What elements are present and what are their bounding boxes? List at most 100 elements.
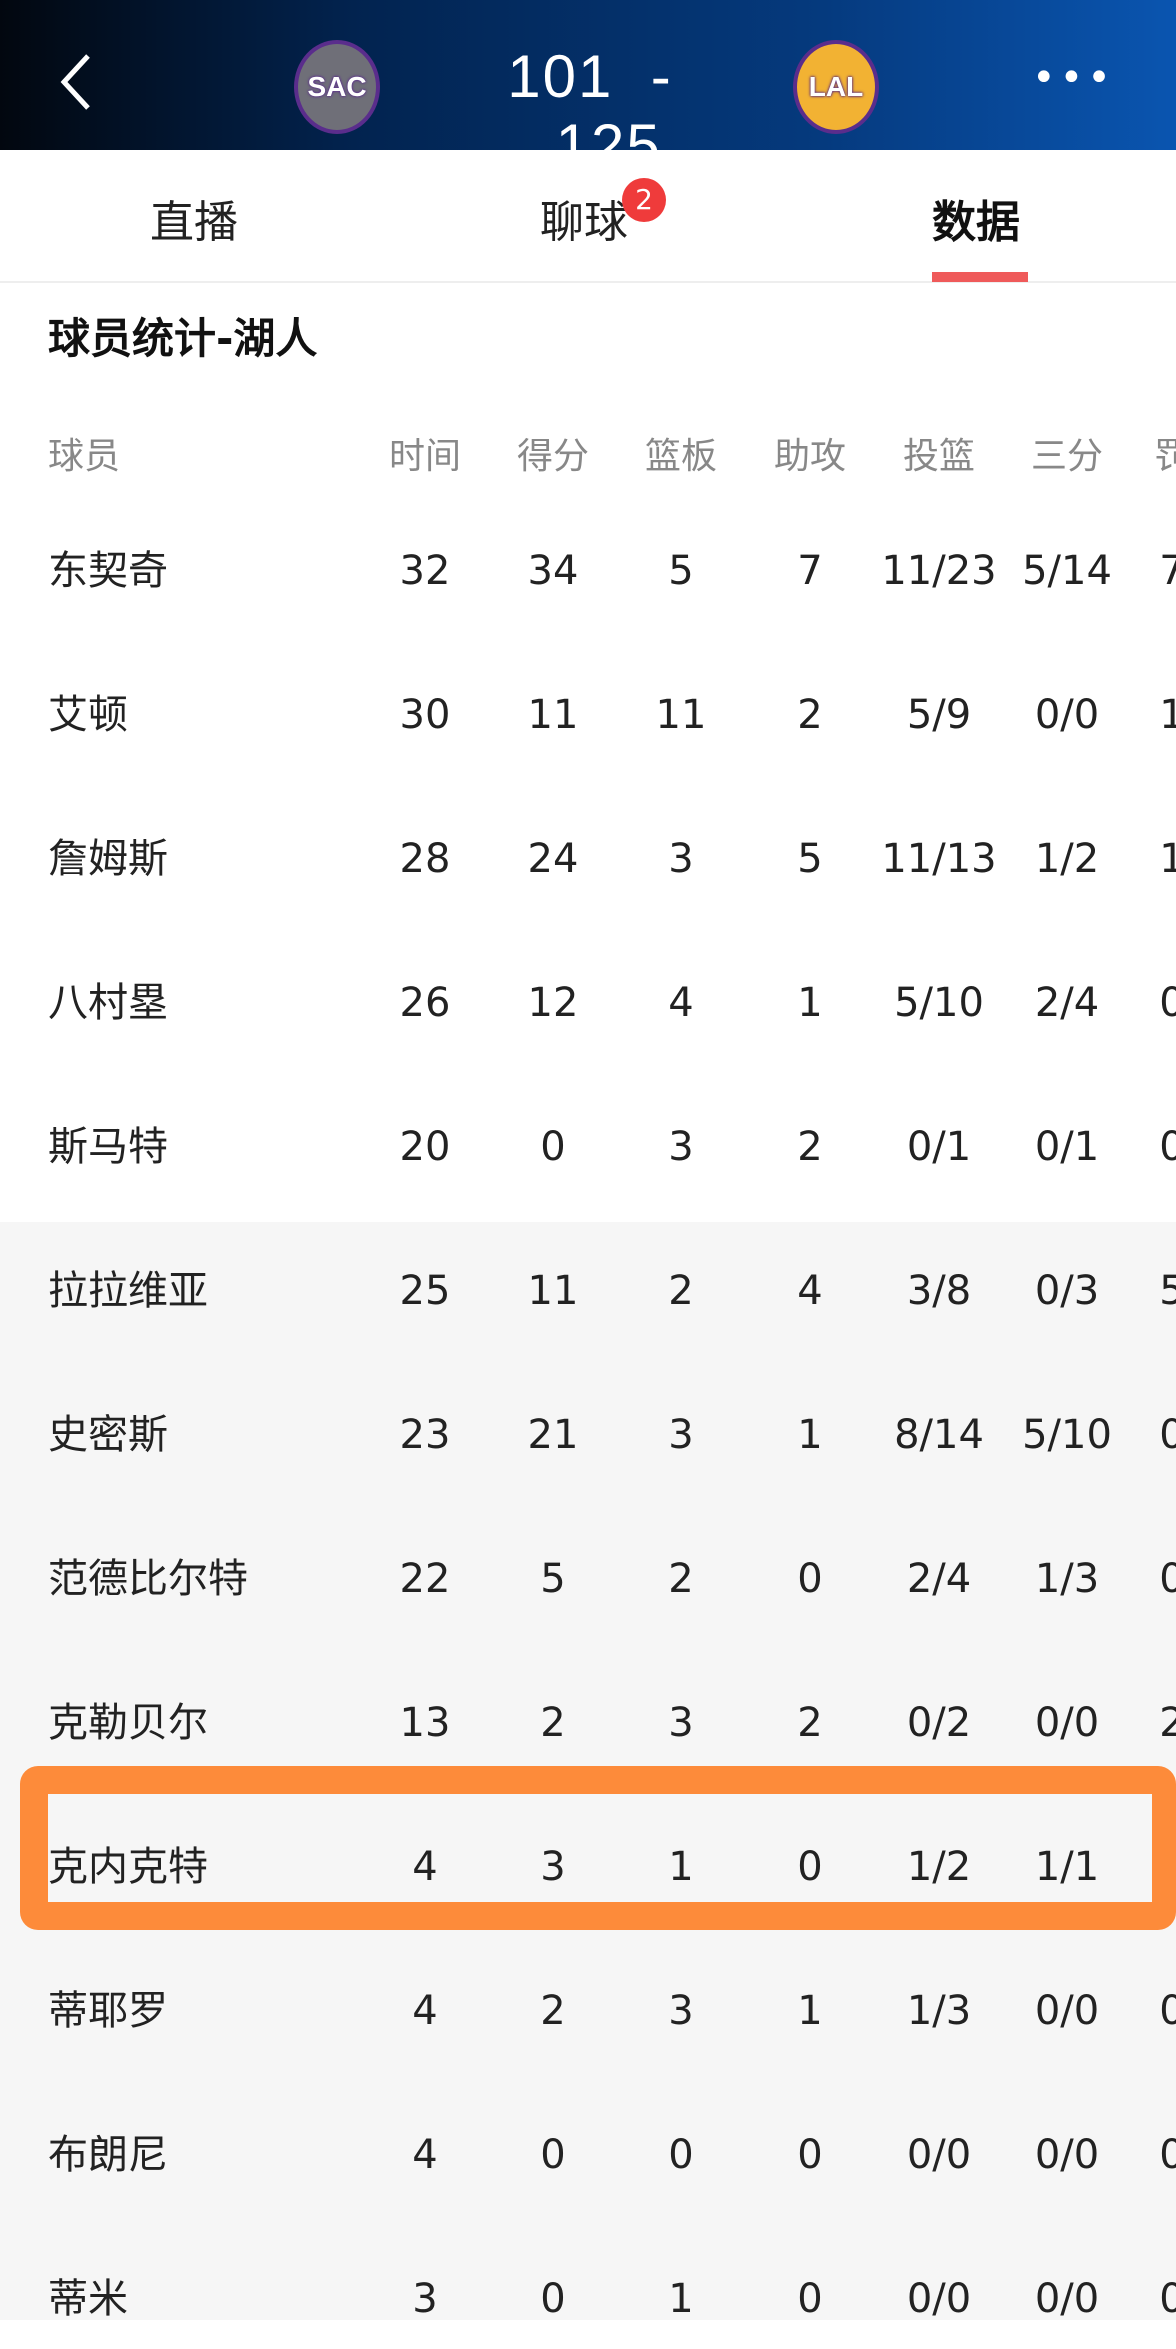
stat-cell: 3 bbox=[412, 2276, 438, 2322]
stat-cell: 0 bbox=[1159, 1412, 1176, 1458]
player-name: 范德比尔特 bbox=[48, 1556, 248, 1602]
stat-cell: 0 bbox=[797, 2276, 823, 2322]
stat-cell: 3 bbox=[668, 1124, 694, 1170]
table-row[interactable]: 詹姆斯 28 24 3 5 11/13 1/2 1 bbox=[0, 809, 1176, 909]
stat-cell: 0/0 bbox=[1034, 692, 1100, 738]
game-header: SAC 101 - 125 LAL ••• bbox=[0, 0, 1176, 179]
stat-cell: 0/0 bbox=[1034, 1700, 1100, 1746]
stat-cell: 28 bbox=[399, 836, 451, 882]
column-header: 三分 bbox=[1030, 436, 1104, 477]
column-header: 得分 bbox=[516, 436, 590, 477]
section-title: 球员统计-湖人 bbox=[48, 314, 318, 363]
player-name: 史密斯 bbox=[48, 1412, 168, 1458]
stat-cell: 5/9 bbox=[906, 692, 972, 738]
tab-stats[interactable]: 数据 bbox=[932, 197, 1020, 248]
player-name: 东契奇 bbox=[48, 548, 168, 594]
column-header: 助攻 bbox=[773, 436, 847, 477]
stat-cell: 0 bbox=[1159, 1124, 1176, 1170]
stat-cell: 3 bbox=[540, 1844, 566, 1890]
stat-cell: 4 bbox=[668, 980, 694, 1026]
stat-cell: 21 bbox=[527, 1412, 579, 1458]
stat-cell: 11 bbox=[527, 692, 579, 738]
stat-cell: 32 bbox=[399, 548, 451, 594]
stat-cell: 2 bbox=[797, 1700, 823, 1746]
stat-cell: 7 bbox=[797, 548, 823, 594]
table-row[interactable]: 蒂耶罗 4 2 3 1 1/3 0/0 0 bbox=[0, 1961, 1176, 2061]
table-row[interactable]: 克内克特 4 3 1 0 1/2 1/1 bbox=[0, 1817, 1176, 1917]
home-score: 101 bbox=[507, 43, 614, 110]
stat-cell: 11 bbox=[527, 1268, 579, 1314]
stat-cell: 25 bbox=[399, 1268, 451, 1314]
stat-cell: 1/2 bbox=[1034, 836, 1100, 882]
stat-cell: 5 bbox=[668, 548, 694, 594]
stat-cell: 0/0 bbox=[906, 2276, 972, 2322]
table-header: 球员 时间 得分 篮板 助攻 投篮 三分 罚 bbox=[0, 407, 1176, 507]
stat-cell: 0/3 bbox=[1034, 1268, 1100, 1314]
table-row[interactable]: 艾顿 30 11 11 2 5/9 0/0 1 bbox=[0, 665, 1176, 765]
stat-cell: 2 bbox=[668, 1556, 694, 1602]
stat-cell: 1/2 bbox=[906, 1844, 972, 1890]
stat-cell: 5 bbox=[540, 1556, 566, 1602]
tab-chat[interactable]: 聊球 bbox=[540, 197, 628, 248]
stat-cell: 1/3 bbox=[1034, 1556, 1100, 1602]
table-row[interactable]: 拉拉维亚 25 11 2 4 3/8 0/3 5 bbox=[0, 1241, 1176, 1341]
chevron-left-icon[interactable] bbox=[58, 52, 94, 112]
stat-cell: 0 bbox=[1159, 980, 1176, 1026]
stat-cell: 5/10 bbox=[894, 980, 984, 1026]
stat-cell: 3 bbox=[668, 1700, 694, 1746]
ellipsis-icon[interactable]: ••• bbox=[1032, 55, 1115, 101]
stat-cell: 1 bbox=[797, 980, 823, 1026]
active-tab-indicator bbox=[932, 272, 1028, 282]
table-row[interactable]: 蒂米 3 0 1 0 0/0 0/0 0 bbox=[0, 2249, 1176, 2349]
stat-cell: 13 bbox=[399, 1700, 451, 1746]
column-header: 罚 bbox=[1153, 436, 1176, 477]
stat-cell: 1 bbox=[1159, 692, 1176, 738]
stat-cell: 3 bbox=[668, 1988, 694, 2034]
stat-cell: 5 bbox=[797, 836, 823, 882]
table-row[interactable]: 东契奇 32 34 5 7 11/23 5/14 7 bbox=[0, 521, 1176, 621]
player-name: 蒂米 bbox=[48, 2276, 128, 2322]
stat-cell: 1 bbox=[1159, 836, 1176, 882]
column-header: 时间 bbox=[388, 436, 462, 477]
stat-cell: 2/4 bbox=[1034, 980, 1100, 1026]
table-row[interactable]: 史密斯 23 21 3 1 8/14 5/10 0 bbox=[0, 1385, 1176, 1485]
player-name: 克内克特 bbox=[48, 1844, 208, 1890]
stat-cell: 34 bbox=[527, 548, 579, 594]
stat-cell: 0/1 bbox=[1034, 1124, 1100, 1170]
stat-cell: 23 bbox=[399, 1412, 451, 1458]
table-row[interactable]: 范德比尔特 22 5 2 0 2/4 1/3 0 bbox=[0, 1529, 1176, 1629]
stat-cell: 1 bbox=[797, 1412, 823, 1458]
table-row[interactable]: 八村塁 26 12 4 1 5/10 2/4 0 bbox=[0, 953, 1176, 1053]
away-team-logo[interactable]: LAL bbox=[793, 40, 879, 134]
table-row[interactable]: 布朗尼 4 0 0 0 0/0 0/0 0 bbox=[0, 2105, 1176, 2205]
player-name: 蒂耶罗 bbox=[48, 1988, 168, 2034]
stat-cell: 20 bbox=[399, 1124, 451, 1170]
stat-cell: 0 bbox=[540, 2276, 566, 2322]
stat-cell: 0/0 bbox=[1034, 2132, 1100, 2178]
player-name: 拉拉维亚 bbox=[48, 1268, 208, 1314]
stat-cell: 0/2 bbox=[906, 1700, 972, 1746]
table-row[interactable]: 斯马特 20 0 3 2 0/1 0/1 0 bbox=[0, 1097, 1176, 1197]
score-separator: - bbox=[650, 43, 673, 110]
stat-cell: 11 bbox=[655, 692, 707, 738]
stat-cell: 1/3 bbox=[906, 1988, 972, 2034]
tab-live[interactable]: 直播 bbox=[150, 197, 238, 248]
stat-cell: 0 bbox=[1159, 2132, 1176, 2178]
stat-cell: 3/8 bbox=[906, 1268, 972, 1314]
stat-cell: 4 bbox=[412, 1844, 438, 1890]
stat-cell: 24 bbox=[527, 836, 579, 882]
stat-cell: 0 bbox=[797, 1844, 823, 1890]
stat-cell: 5 bbox=[1159, 1268, 1176, 1314]
stat-cell: 26 bbox=[399, 980, 451, 1026]
column-header: 球员 bbox=[48, 436, 121, 477]
stat-cell: 11/13 bbox=[881, 836, 997, 882]
stat-cell: 11/23 bbox=[881, 548, 997, 594]
home-team-logo[interactable]: SAC bbox=[294, 40, 380, 134]
stat-cell: 12 bbox=[527, 980, 579, 1026]
stat-cell: 1/1 bbox=[1034, 1844, 1100, 1890]
table-row[interactable]: 克勒贝尔 13 2 3 2 0/2 0/0 2 bbox=[0, 1673, 1176, 1773]
stat-cell: 7 bbox=[1159, 548, 1176, 594]
stat-cell: 0 bbox=[668, 2132, 694, 2178]
stat-cell: 8/14 bbox=[894, 1412, 984, 1458]
stat-cell: 0/0 bbox=[1034, 1988, 1100, 2034]
